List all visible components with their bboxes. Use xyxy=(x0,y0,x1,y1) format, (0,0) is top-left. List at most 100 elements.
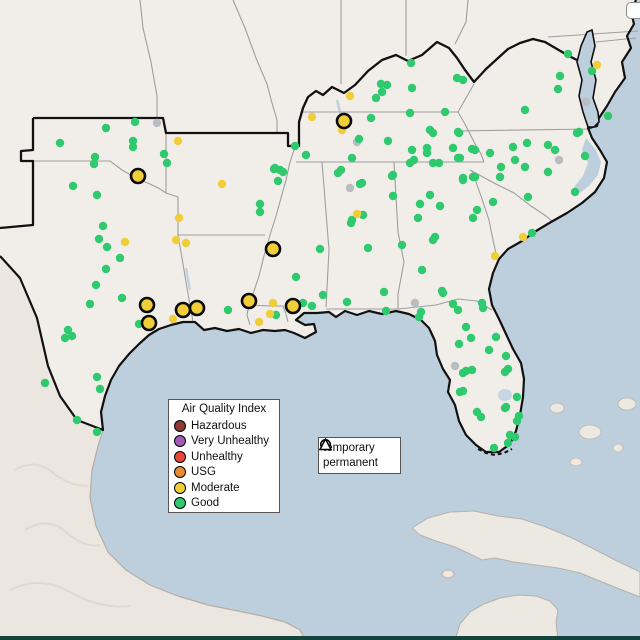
station-good[interactable] xyxy=(270,163,280,173)
station-good[interactable] xyxy=(508,142,518,152)
station-good[interactable] xyxy=(92,372,102,382)
station-good[interactable] xyxy=(503,438,513,448)
station-good[interactable] xyxy=(67,331,77,341)
station-good[interactable] xyxy=(512,392,522,402)
station-good[interactable] xyxy=(301,150,311,160)
station-good[interactable] xyxy=(336,165,346,175)
station-good[interactable] xyxy=(428,158,438,168)
station-good[interactable] xyxy=(128,136,138,146)
station-unknown[interactable] xyxy=(450,361,460,371)
station-good[interactable] xyxy=(382,80,392,90)
station-good[interactable] xyxy=(342,297,352,307)
station-good[interactable] xyxy=(563,49,573,59)
station-good[interactable] xyxy=(495,172,505,182)
station-good[interactable] xyxy=(278,167,288,177)
station-good[interactable] xyxy=(397,240,407,250)
station-good[interactable] xyxy=(555,71,565,81)
station-good[interactable] xyxy=(91,280,101,290)
station-good[interactable] xyxy=(476,412,486,422)
station-good[interactable] xyxy=(512,416,522,426)
station-good[interactable] xyxy=(357,178,367,188)
station-good[interactable] xyxy=(500,367,510,377)
station-good[interactable] xyxy=(406,58,416,68)
station-good[interactable] xyxy=(574,127,584,137)
station-good[interactable] xyxy=(117,293,127,303)
station-good[interactable] xyxy=(55,138,65,148)
station-good[interactable] xyxy=(101,123,111,133)
station-good[interactable] xyxy=(371,93,381,103)
station-unknown[interactable] xyxy=(152,118,162,128)
station-moderate[interactable] xyxy=(120,237,130,247)
station-temporary-moderate[interactable] xyxy=(140,314,158,332)
station-good[interactable] xyxy=(417,265,427,275)
station-good[interactable] xyxy=(315,244,325,254)
station-good[interactable] xyxy=(346,218,356,228)
station-good[interactable] xyxy=(425,190,435,200)
station-good[interactable] xyxy=(478,303,488,313)
station-good[interactable] xyxy=(366,113,376,123)
station-good[interactable] xyxy=(448,143,458,153)
station-temporary-moderate[interactable] xyxy=(284,297,302,315)
station-good[interactable] xyxy=(468,213,478,223)
station-good[interactable] xyxy=(94,234,104,244)
station-good[interactable] xyxy=(414,312,424,322)
station-good[interactable] xyxy=(128,142,138,152)
station-good[interactable] xyxy=(413,213,423,223)
station-temporary-moderate[interactable] xyxy=(174,301,192,319)
station-good[interactable] xyxy=(458,386,468,396)
station-moderate[interactable] xyxy=(592,60,602,70)
station-good[interactable] xyxy=(501,351,511,361)
station-temporary-moderate[interactable] xyxy=(138,296,156,314)
station-good[interactable] xyxy=(543,140,553,150)
station-good[interactable] xyxy=(510,155,520,165)
station-good[interactable] xyxy=(159,149,169,159)
station-good[interactable] xyxy=(488,197,498,207)
station-good[interactable] xyxy=(527,228,537,238)
station-good[interactable] xyxy=(440,107,450,117)
station-good[interactable] xyxy=(523,192,533,202)
station-good[interactable] xyxy=(467,365,477,375)
station-good[interactable] xyxy=(458,368,468,378)
station-good[interactable] xyxy=(383,136,393,146)
station-good[interactable] xyxy=(603,111,613,121)
station-good[interactable] xyxy=(98,221,108,231)
station-moderate[interactable] xyxy=(265,309,275,319)
station-good[interactable] xyxy=(461,322,471,332)
station-moderate[interactable] xyxy=(490,251,500,261)
station-good[interactable] xyxy=(570,187,580,197)
station-good[interactable] xyxy=(485,148,495,158)
station-good[interactable] xyxy=(496,162,506,172)
station-unknown[interactable] xyxy=(410,298,420,308)
station-good[interactable] xyxy=(255,207,265,217)
station-moderate[interactable] xyxy=(217,179,227,189)
station-temporary-moderate[interactable] xyxy=(240,292,258,310)
station-good[interactable] xyxy=(377,87,387,97)
station-moderate[interactable] xyxy=(173,136,183,146)
station-unknown[interactable] xyxy=(554,155,564,165)
station-good[interactable] xyxy=(223,305,233,315)
station-good[interactable] xyxy=(101,264,111,274)
station-moderate[interactable] xyxy=(174,213,184,223)
station-good[interactable] xyxy=(520,162,530,172)
station-good[interactable] xyxy=(587,66,597,76)
station-good[interactable] xyxy=(520,105,530,115)
station-moderate[interactable] xyxy=(352,209,362,219)
station-good[interactable] xyxy=(455,153,465,163)
station-good[interactable] xyxy=(68,181,78,191)
station-good[interactable] xyxy=(318,290,328,300)
station-good[interactable] xyxy=(102,242,112,252)
station-good[interactable] xyxy=(381,306,391,316)
station-moderate[interactable] xyxy=(307,112,317,122)
station-good[interactable] xyxy=(347,153,357,163)
station-good[interactable] xyxy=(162,158,172,168)
station-temporary-moderate[interactable] xyxy=(335,112,353,130)
station-good[interactable] xyxy=(491,332,501,342)
station-moderate[interactable] xyxy=(171,235,181,245)
station-good[interactable] xyxy=(407,83,417,93)
station-good[interactable] xyxy=(453,127,463,137)
station-temporary-moderate[interactable] xyxy=(129,167,147,185)
station-good[interactable] xyxy=(72,415,82,425)
station-good[interactable] xyxy=(435,201,445,211)
station-good[interactable] xyxy=(388,191,398,201)
station-good[interactable] xyxy=(500,403,510,413)
